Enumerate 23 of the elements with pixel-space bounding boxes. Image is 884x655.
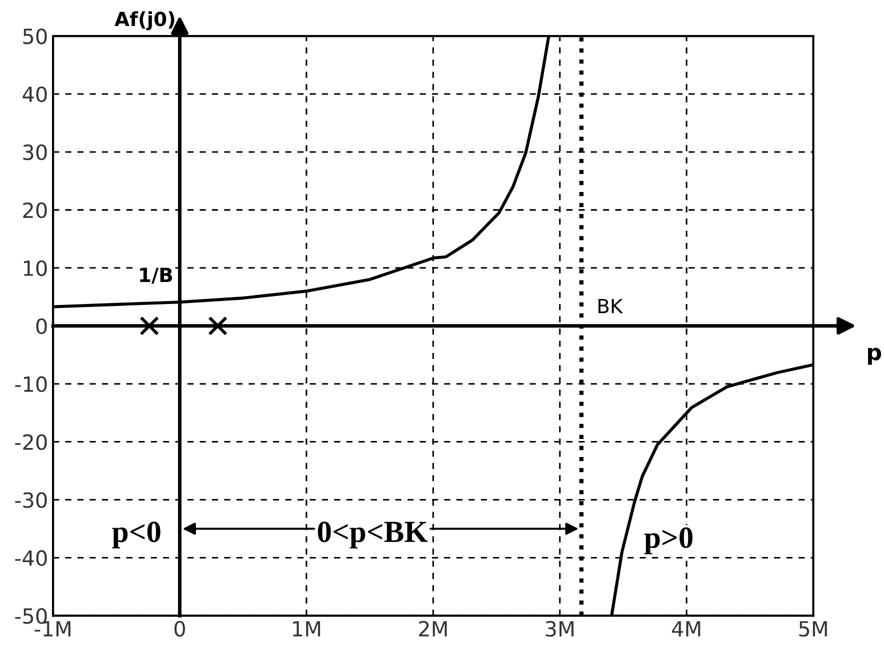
annotation: 0<p<BK [318, 522, 428, 548]
y-tick-label: -40 [15, 550, 47, 566]
annotation: p>0 [644, 527, 693, 554]
y-tick-label: 10 [24, 260, 47, 276]
x-tick-label: 0 [174, 620, 185, 637]
x-axis-title: p [868, 348, 882, 365]
y-tick-label: 50 [23, 28, 47, 44]
y-tick-label: -10 [15, 376, 47, 392]
x-tick-label: 1M [293, 621, 320, 636]
x-tick-label: 3M [546, 620, 574, 637]
annotation: 1/B [140, 268, 172, 284]
x-tick-label: 2M [419, 620, 447, 636]
y-tick-label: 30 [23, 144, 47, 160]
annotation: p<0 [112, 522, 160, 548]
x-tick-label: 5M [799, 621, 827, 637]
y-tick-label: 40 [22, 86, 47, 102]
y-axis-title: Af(j0) [114, 11, 174, 30]
y-tick-label: 20 [23, 202, 47, 218]
y-tick-label: -30 [15, 492, 47, 508]
ref-line-label: BK [598, 298, 624, 314]
y-tick-label: 0 [36, 318, 47, 334]
x-tick-label: 4M [672, 621, 700, 636]
y-tick-label: -20 [15, 434, 47, 450]
